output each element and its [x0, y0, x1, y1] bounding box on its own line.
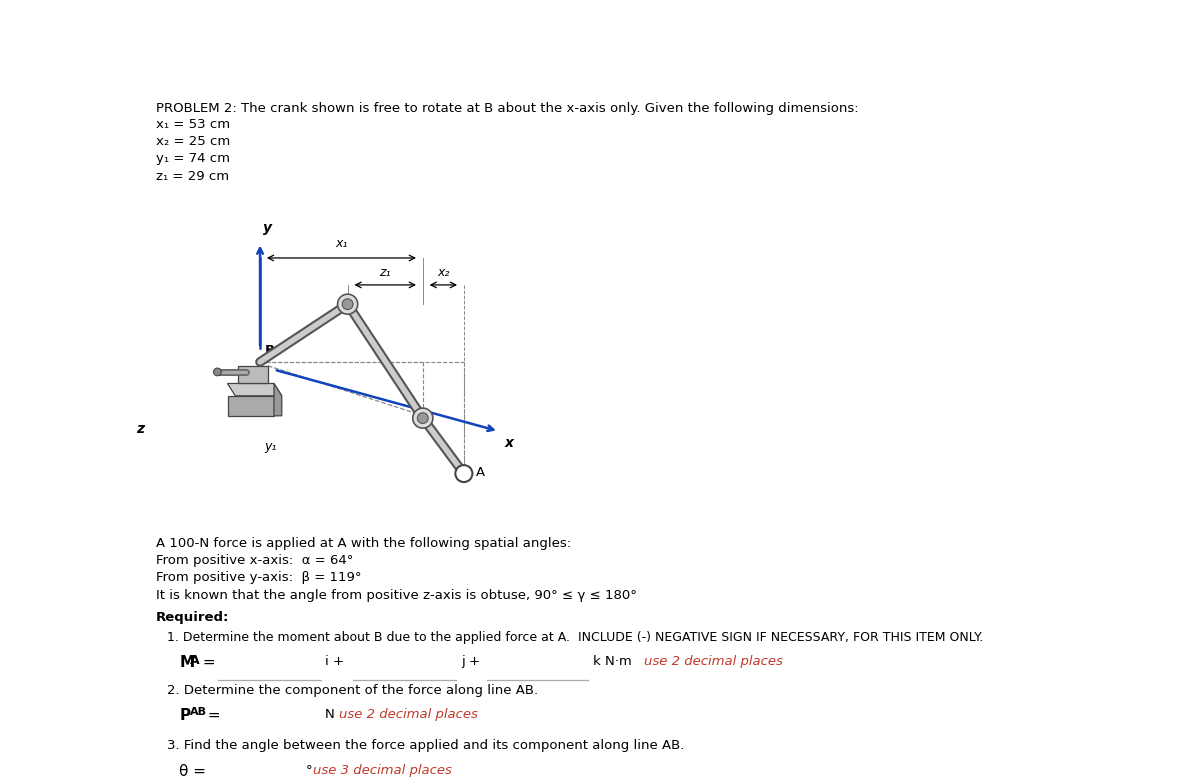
Text: N: N	[325, 709, 343, 721]
Text: =: =	[203, 709, 221, 723]
Polygon shape	[274, 384, 282, 416]
Polygon shape	[228, 395, 274, 416]
Text: y₁ = 74 cm: y₁ = 74 cm	[156, 153, 230, 165]
Text: θ =: θ =	[180, 764, 206, 779]
Text: PROBLEM 2: The crank shown is free to rotate at B about the x-axis only. Given t: PROBLEM 2: The crank shown is free to ro…	[156, 103, 859, 115]
Text: i +: i +	[325, 655, 344, 668]
Text: x₂: x₂	[437, 265, 450, 279]
Text: z: z	[136, 422, 144, 436]
Text: use 3 decimal places: use 3 decimal places	[313, 764, 451, 777]
Text: A: A	[475, 466, 485, 478]
Polygon shape	[228, 384, 282, 395]
Text: AB: AB	[190, 707, 206, 717]
Text: M: M	[180, 655, 194, 670]
Text: From positive x-axis:  α = 64°: From positive x-axis: α = 64°	[156, 554, 354, 567]
Text: 3. Find the angle between the force applied and its component along line AB.: 3. Find the angle between the force appl…	[167, 739, 684, 752]
Text: y₁: y₁	[265, 440, 277, 453]
Text: Required:: Required:	[156, 611, 229, 623]
Circle shape	[413, 408, 433, 428]
Text: B: B	[265, 345, 275, 357]
Text: j +: j +	[461, 655, 480, 668]
Text: From positive y-axis:  β = 119°: From positive y-axis: β = 119°	[156, 572, 361, 584]
Circle shape	[342, 299, 353, 309]
Text: y: y	[263, 221, 272, 235]
Text: P: P	[180, 709, 191, 723]
Text: °: °	[306, 764, 320, 777]
Circle shape	[337, 294, 358, 314]
Polygon shape	[239, 366, 268, 384]
Text: A: A	[191, 654, 200, 667]
Text: x₂ = 25 cm: x₂ = 25 cm	[156, 135, 230, 148]
Text: x: x	[504, 436, 514, 450]
Text: use 2 decimal places: use 2 decimal places	[340, 709, 478, 721]
Circle shape	[418, 413, 428, 424]
Circle shape	[455, 465, 473, 482]
Text: z₁ = 29 cm: z₁ = 29 cm	[156, 170, 229, 182]
Text: z₁: z₁	[379, 265, 391, 279]
Text: x₁ = 53 cm: x₁ = 53 cm	[156, 117, 230, 131]
Text: k N·m: k N·m	[593, 655, 641, 668]
Circle shape	[214, 368, 221, 376]
Text: x₁: x₁	[335, 237, 348, 251]
Text: =: =	[198, 655, 216, 670]
Text: 1. Determine the moment about B due to the applied force at A.  INCLUDE (-) NEGA: 1. Determine the moment about B due to t…	[167, 631, 983, 644]
Text: use 2 decimal places: use 2 decimal places	[644, 655, 784, 668]
Text: 2. Determine the component of the force along line AB.: 2. Determine the component of the force …	[167, 684, 538, 697]
Text: It is known that the angle from positive z-axis is obtuse, 90° ≤ γ ≤ 180°: It is known that the angle from positive…	[156, 589, 637, 601]
Text: A 100-N force is applied at A with the following spatial angles:: A 100-N force is applied at A with the f…	[156, 536, 571, 550]
